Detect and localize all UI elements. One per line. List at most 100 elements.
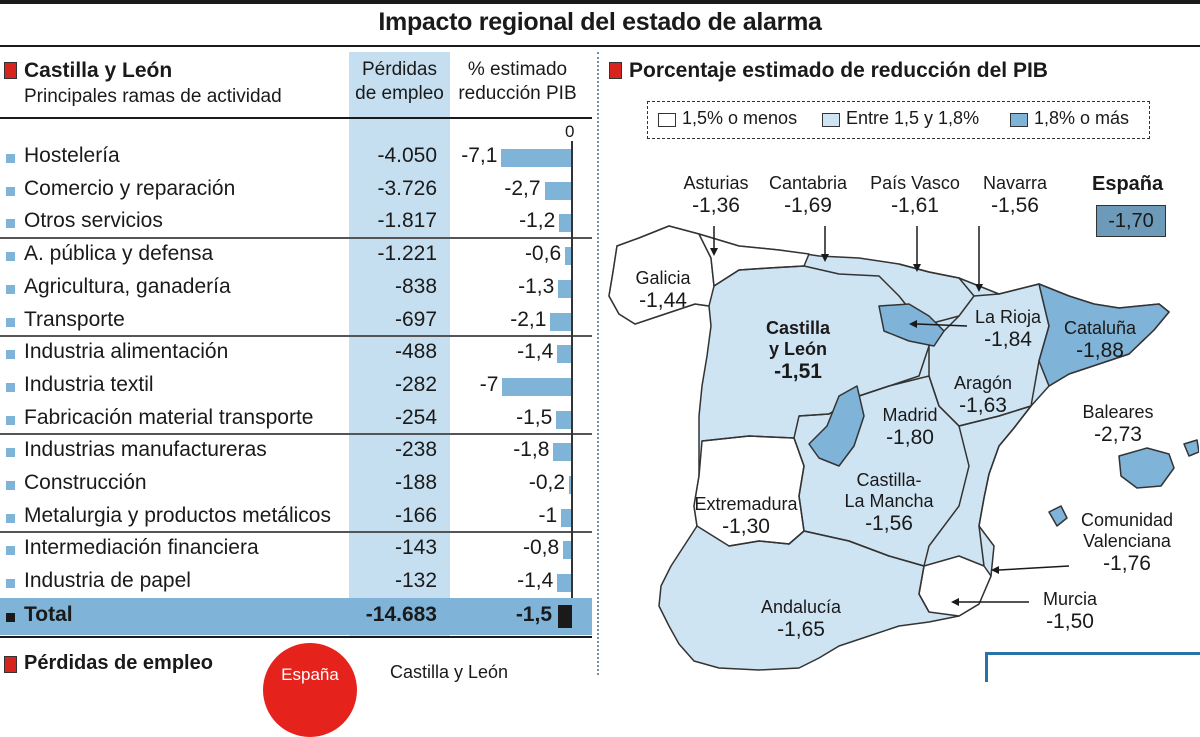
- map-border-valencia: [958, 405, 1032, 567]
- group-separator: [0, 531, 592, 533]
- row-employment-value: -166: [394, 503, 437, 527]
- region-value: -1,65: [777, 618, 825, 641]
- map-section-title: Porcentaje estimado de reducción del PIB: [629, 59, 1048, 82]
- row-pct-value: -2,1: [510, 307, 547, 331]
- zero-axis-line: [571, 141, 573, 599]
- row-pct-bar: [569, 476, 571, 494]
- total-pct-value: -1,5: [515, 603, 552, 626]
- region-baleares: Baleares -2,73: [1076, 402, 1160, 447]
- espana-circle-badge: España: [263, 643, 357, 737]
- region-asturias: Asturias -1,36: [680, 173, 752, 218]
- arrowhead-valencia: [991, 566, 999, 574]
- region-valencia: Comunidad Valenciana -1,76: [1074, 510, 1180, 576]
- region-name: Castilla: [765, 318, 831, 338]
- total-bullet-icon: [6, 613, 15, 622]
- region-name: Andalucía: [760, 597, 842, 617]
- row-pct-bar: [557, 345, 571, 364]
- row-employment-value: -4.050: [377, 144, 437, 167]
- arrowhead-larioja: [909, 320, 917, 328]
- row-bullet-icon: [6, 317, 15, 327]
- region-name: Cantabria: [768, 173, 848, 193]
- row-pct-bar: [559, 214, 571, 233]
- map-border-clm: [793, 375, 970, 567]
- legend-label-high: 1,8% o más: [1034, 108, 1130, 128]
- region-aragon: Aragón -1,63: [948, 373, 1018, 418]
- employment-header-line2: de empleo: [355, 83, 444, 104]
- row-label: Industrias manufactureras: [24, 438, 267, 462]
- region-larioja: La Rioja -1,84: [968, 307, 1048, 352]
- region-name: Extremadura: [694, 494, 798, 514]
- table-row: Transporte -697 -2,1: [0, 304, 592, 337]
- region-name: Cataluña: [1063, 318, 1137, 338]
- row-pct-value: -1: [538, 503, 558, 527]
- row-employment-value: -488: [394, 340, 437, 364]
- region-andalucia: Andalucía -1,65: [756, 597, 846, 642]
- table-row: Metalurgia y productos metálicos -166 -1: [0, 500, 592, 533]
- row-bullet-icon: [6, 219, 15, 229]
- row-pct-value: -1,5: [516, 405, 553, 429]
- map-region-madrid: [808, 385, 865, 467]
- espana-circle-label: España: [281, 665, 339, 684]
- row-employment-value: -238: [394, 438, 437, 462]
- row-pct-value: -0,6: [524, 242, 562, 266]
- row-pct-value: -1,8: [513, 438, 550, 462]
- row-bullet-icon: [6, 350, 15, 360]
- region-value: -1,30: [722, 515, 770, 538]
- region-value: -1,88: [1076, 339, 1124, 362]
- region-name-line2: La Mancha: [844, 491, 934, 511]
- region-value: -1,61: [891, 194, 939, 217]
- region-value: -1,76: [1103, 552, 1151, 575]
- espana-label: España: [1092, 173, 1164, 195]
- employment-column-background: [349, 52, 450, 636]
- arrowhead-navarra: [975, 284, 983, 292]
- region-name: Baleares: [1082, 402, 1154, 422]
- table-row: Industria textil -282 -7: [0, 369, 592, 402]
- region-galicia: Galicia -1,44: [630, 268, 696, 313]
- row-employment-value: -132: [394, 569, 437, 593]
- inset-frame: [985, 652, 1200, 682]
- total-label: Total: [24, 603, 73, 626]
- row-bullet-icon: [6, 154, 15, 163]
- row-label: Construcción: [24, 471, 147, 494]
- region-name-line2: Valenciana: [1083, 531, 1171, 551]
- table-section-subtitle: Principales ramas de actividad: [24, 86, 282, 107]
- row-pct-value: -0,8: [522, 536, 560, 560]
- pointer-valencia: [998, 565, 1070, 571]
- row-bullet-icon: [6, 579, 15, 589]
- row-pct-value: -1,4: [517, 569, 554, 593]
- region-name-line2: y León: [768, 339, 827, 359]
- row-label: Fabricación material transporte: [24, 405, 314, 429]
- row-employment-value: -282: [394, 372, 437, 396]
- region-name: Madrid: [882, 405, 938, 425]
- arrowhead-cantabria: [821, 254, 829, 262]
- row-bullet-icon: [6, 415, 15, 425]
- map-region-galicia: [608, 225, 715, 325]
- row-pct-value: -1,4: [517, 340, 554, 364]
- row-label: Hostelería: [24, 144, 120, 167]
- region-value: -1,56: [991, 194, 1039, 217]
- region-name: Galicia: [635, 268, 691, 288]
- row-label: Industria textil: [24, 372, 154, 396]
- region-navarra: Navarra -1,56: [977, 173, 1053, 218]
- table-bottom-rule: [0, 636, 592, 638]
- row-pct-value: -1,3: [518, 274, 555, 298]
- row-employment-value: -1.817: [377, 209, 437, 233]
- region-value: -1,84: [984, 328, 1032, 351]
- map-region-cataluna: [1038, 283, 1170, 387]
- section-marker-icon: [4, 62, 17, 79]
- region-value: -1,51: [774, 360, 822, 383]
- arrowhead-asturias: [710, 248, 718, 256]
- region-castillayleon: Castilla y León -1,51: [748, 318, 848, 384]
- table-row: Industria alimentación -488 -1,4: [0, 336, 592, 369]
- map-legend: 1,5% o menos Entre 1,5 y 1,8% 1,8% o más: [647, 101, 1150, 139]
- row-pct-bar: [544, 181, 571, 200]
- row-pct-bar: [565, 247, 571, 266]
- arrowhead-murcia: [951, 598, 959, 606]
- row-employment-value: -697: [394, 307, 437, 331]
- row-employment-value: -143: [394, 536, 437, 560]
- row-label: Metalurgia y productos metálicos: [24, 503, 331, 527]
- row-pct-value: -2,7: [504, 176, 541, 200]
- row-label: Comercio y reparación: [24, 176, 236, 200]
- region-cataluna: Cataluña -1,88: [1058, 318, 1142, 363]
- pointer-larioja: [916, 323, 968, 327]
